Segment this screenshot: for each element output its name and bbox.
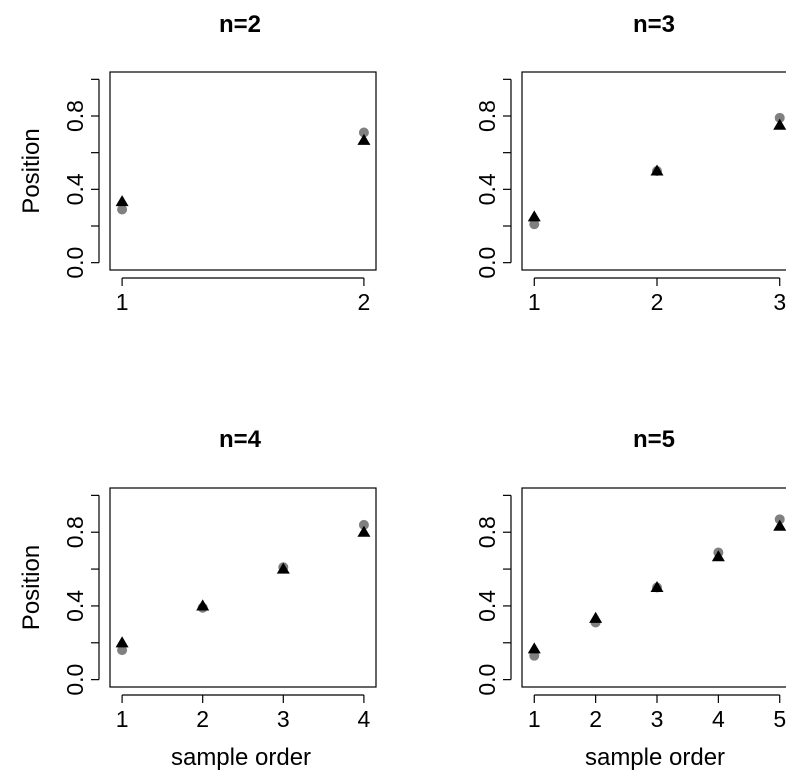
data-point-circle: [358, 519, 369, 530]
panel-3: n=4 1 2 3 4 0.0 0.4 0.8 Position sample order: [18, 426, 377, 771]
data-point-triangle: [527, 210, 541, 222]
x-tick-label: 1: [528, 289, 541, 315]
x-tick-label: 4: [358, 706, 371, 732]
data-point-triangle: [589, 611, 603, 623]
y-tick-label: 0.8: [62, 516, 88, 548]
x-axis-label: sample order: [585, 744, 725, 771]
x-tick-label: 2: [196, 706, 209, 732]
y-tick-label: 0.0: [62, 664, 88, 696]
data-point-triangle: [650, 581, 664, 593]
data-point-triangle: [650, 164, 664, 176]
x-tick-label: 3: [773, 289, 786, 315]
y-tick-label: 0.8: [62, 100, 88, 132]
y-tick-label: 0.8: [474, 516, 500, 548]
data-point-circle: [117, 204, 128, 215]
y-tick-label: 0.8: [474, 100, 500, 132]
x-tick-label: 1: [116, 706, 129, 732]
panel-1: n=2 1 2 0.0 0.4 0.8 Position: [18, 11, 377, 315]
y-tick-label: 0.0: [62, 247, 88, 279]
panel-4: n=5 1 2 3 4 5 0.0 0.4 0.8 sample order: [474, 426, 786, 771]
x-tick-label: 4: [712, 706, 725, 732]
data-point-circle: [358, 127, 369, 138]
chart-title: n=2: [219, 11, 261, 38]
x-axis-label: sample order: [171, 744, 311, 771]
y-tick-label: 0.0: [474, 664, 500, 696]
y-axis-label: Position: [18, 545, 45, 630]
panel-2: n=3 1 2 3 0.0 0.4 0.8: [474, 11, 786, 315]
y-tick-label: 0.4: [474, 173, 500, 205]
data-point-circle: [117, 645, 128, 656]
x-tick-label: 5: [773, 706, 786, 732]
data-point-triangle: [196, 599, 210, 611]
chart-title: n=5: [633, 426, 675, 453]
x-tick-label: 2: [358, 289, 371, 315]
data-point-triangle: [115, 195, 129, 207]
y-tick-label: 0.4: [474, 590, 500, 622]
plot-frame: [521, 71, 786, 271]
data-point-triangle: [357, 525, 371, 537]
y-tick-label: 0.4: [62, 590, 88, 622]
data-point-triangle: [773, 519, 786, 531]
y-axis-label: Position: [18, 128, 45, 213]
x-tick-label: 1: [528, 706, 541, 732]
x-tick-label: 2: [651, 289, 664, 315]
plot-frame: [109, 487, 377, 688]
x-tick-label: 3: [651, 706, 664, 732]
y-tick-label: 0.0: [474, 247, 500, 279]
data-point-triangle: [276, 562, 290, 574]
data-point-triangle: [711, 550, 725, 562]
chart-title: n=4: [219, 426, 262, 453]
data-point-circle: [774, 514, 785, 525]
data-point-triangle: [357, 133, 371, 145]
x-tick-label: 3: [277, 706, 290, 732]
y-tick-label: 0.4: [62, 173, 88, 205]
data-point-triangle: [115, 636, 129, 648]
data-point-circle: [529, 219, 540, 230]
chart-title: n=3: [633, 11, 675, 38]
data-point-triangle: [527, 642, 541, 654]
data-point-triangle: [773, 118, 786, 130]
plot-frame: [521, 487, 786, 688]
plot-frame: [109, 71, 377, 271]
x-tick-label: 2: [589, 706, 602, 732]
data-point-circle: [774, 112, 785, 123]
x-tick-label: 1: [116, 289, 129, 315]
